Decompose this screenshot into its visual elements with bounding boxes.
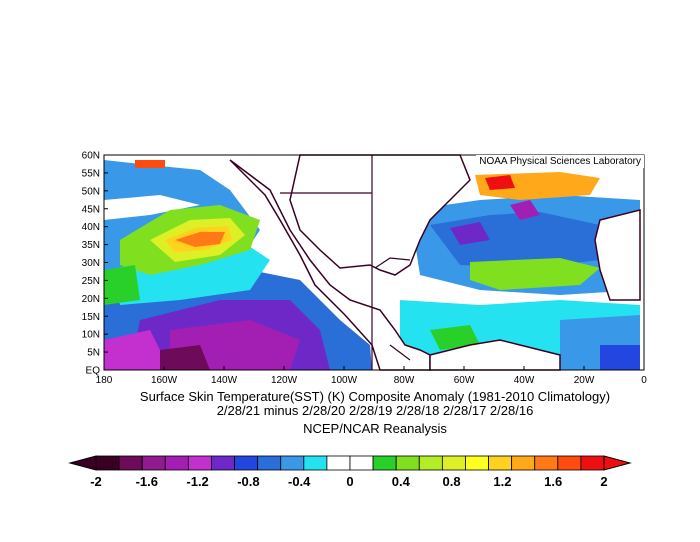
colorbar-swatch — [534, 455, 559, 471]
lat-tick-label: 25N — [82, 276, 100, 287]
colorbar-right-arrow — [603, 455, 632, 471]
colorbar-label: 0.4 — [392, 474, 411, 489]
lat-tick-label: 45N — [82, 204, 100, 215]
colorbar-swatch — [372, 455, 397, 471]
colorbar-swatch — [395, 455, 420, 471]
colorbar-swatch — [349, 455, 374, 471]
lon-tick-label: 60W — [454, 375, 475, 386]
colorbar-label: -0.4 — [288, 474, 311, 489]
colorbar-swatch — [211, 455, 235, 471]
lon-tick-label: 160W — [151, 375, 178, 386]
colorbar-swatch — [511, 455, 536, 471]
colorbar-label: -2 — [90, 474, 102, 489]
map-subtitle: 2/28/21 minus 2/28/20 2/28/19 2/28/18 2/… — [216, 403, 534, 418]
lon-tick-label: 100W — [331, 375, 358, 386]
colorbar-label: 2 — [600, 474, 607, 489]
lon-tick-label: 80W — [394, 375, 415, 386]
colorbar-label: 0 — [346, 474, 353, 489]
colorbar-swatch — [257, 455, 282, 471]
colorbar-swatch — [465, 455, 489, 471]
lat-tick-label: 15N — [82, 312, 100, 323]
lon-tick-label: 140W — [211, 375, 238, 386]
lat-tick-label: 60N — [82, 151, 100, 162]
lat-tick-label: EQ — [86, 366, 101, 377]
colorbar-swatch — [580, 455, 605, 471]
colorbar-label: -0.8 — [237, 474, 259, 489]
colorbar-label: 1.2 — [493, 474, 511, 489]
data-source: NCEP/NCAR Reanalysis — [303, 421, 447, 436]
credit-label: NOAA Physical Sciences Laboratory — [476, 155, 644, 168]
lat-tick-label: 5N — [87, 348, 100, 359]
colorbar-swatch — [303, 455, 328, 471]
colorbar-swatch — [164, 455, 189, 471]
colorbar-swatch — [141, 455, 166, 471]
lat-tick-label: 10N — [82, 330, 100, 341]
lat-tick-label: 30N — [82, 258, 100, 269]
anomaly-field — [104, 155, 644, 370]
lon-tick-label: 20W — [574, 375, 595, 386]
latitude-axis: 60N 55N 50N 45N 40N 35N 30N 25N 20N 15N 10N 5N EQ — [82, 151, 108, 377]
colorbar-label: 0.8 — [443, 474, 461, 489]
colorbar-swatch — [187, 455, 212, 471]
colorbar-label: -1.2 — [186, 474, 208, 489]
colorbar-swatch — [326, 455, 351, 471]
borders — [280, 155, 411, 370]
longitude-axis: 180 160W 140W 120W 100W 80W 60W 40W 20W 0 — [96, 366, 647, 386]
colorbar: -2 -1.6 -1.2 -0.8 -0.4 0 0.4 0.8 1.2 1.6 2 — [68, 455, 632, 489]
colorbar-swatch — [418, 455, 443, 471]
lat-tick-label: 20N — [82, 294, 100, 305]
lat-tick-label: 35N — [82, 240, 100, 251]
map-title: Surface Skin Temperature(SST) (K) Compos… — [139, 389, 611, 404]
colorbar-label: 1.6 — [544, 474, 562, 489]
colorbar-swatch — [488, 455, 513, 471]
lon-tick-label: 180 — [96, 375, 113, 386]
lon-tick-label: 120W — [271, 375, 298, 386]
lon-tick-label: 0 — [641, 375, 647, 386]
continents — [229, 154, 641, 371]
colorbar-swatch — [234, 455, 259, 471]
colorbar-swatch — [118, 455, 143, 471]
colorbar-left-arrow — [68, 455, 97, 471]
lat-tick-label: 40N — [82, 222, 100, 233]
colorbar-swatch — [95, 455, 120, 471]
colorbar-swatch — [280, 455, 305, 471]
lat-tick-label: 50N — [82, 186, 100, 197]
colorbar-label: -1.6 — [136, 474, 158, 489]
colorbar-swatch — [441, 455, 466, 471]
lon-tick-label: 40W — [514, 375, 535, 386]
colorbar-swatch — [557, 455, 582, 471]
lat-tick-label: 55N — [82, 168, 100, 179]
